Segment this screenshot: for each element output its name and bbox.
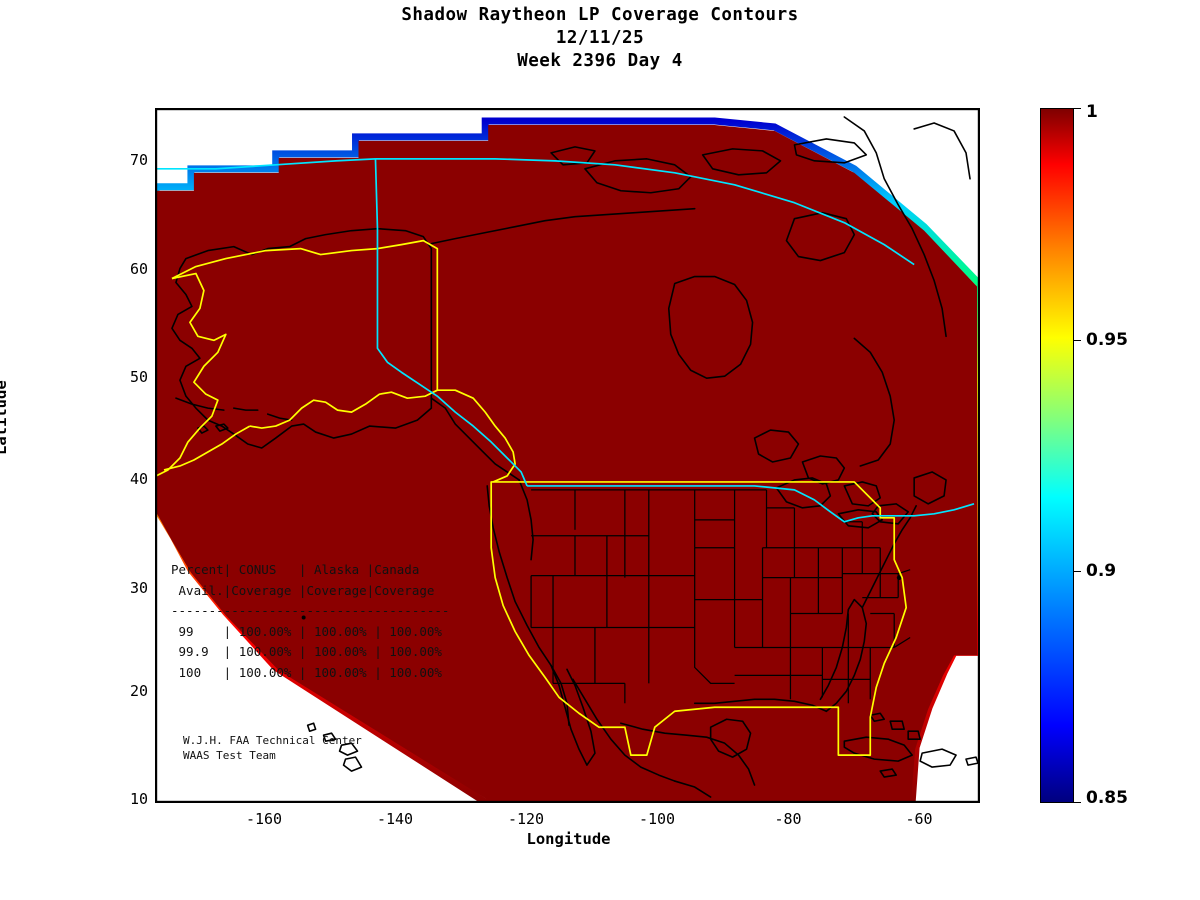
alaska-coverage-contour xyxy=(156,239,516,483)
colorbar-gradient xyxy=(1040,108,1074,803)
ytick-40: 40 xyxy=(129,470,148,488)
map-plot-area[interactable] xyxy=(155,108,980,803)
colorbar[interactable]: 1 0.95 0.9 0.85 xyxy=(1040,102,1128,808)
ytick-20: 20 xyxy=(129,682,148,700)
xtick-neg120: -120 xyxy=(507,810,545,828)
x-axis-label: Longitude xyxy=(526,830,611,848)
ytick-50: 50 xyxy=(129,368,148,386)
ytick-10: 10 xyxy=(129,790,148,808)
ytick-30: 30 xyxy=(129,579,148,597)
title-line-3: Week 2396 Day 4 xyxy=(517,51,683,71)
colorbar-tick-1 xyxy=(1074,108,1081,110)
colorbar-label-09: 0.9 xyxy=(1086,561,1117,581)
coastline-layer xyxy=(171,116,979,798)
colorbar-tick-085 xyxy=(1074,802,1081,804)
colorbar-tick-095 xyxy=(1074,340,1081,342)
xtick-neg140: -140 xyxy=(376,810,414,828)
xtick-neg100: -100 xyxy=(638,810,676,828)
ytick-70: 70 xyxy=(129,151,148,169)
ytick-60: 60 xyxy=(129,260,148,278)
conus-coverage-contour xyxy=(490,481,908,756)
colorbar-label-085: 0.85 xyxy=(1086,788,1128,808)
canada-coverage-contour xyxy=(156,158,975,523)
title-line-2: 12/11/25 xyxy=(555,28,645,48)
y-axis-label: Latitude xyxy=(0,380,10,455)
title-line-1: Shadow Raytheon LP Coverage Contours xyxy=(401,5,799,25)
colorbar-label-1: 1 xyxy=(1086,102,1098,122)
xtick-neg160: -160 xyxy=(245,810,283,828)
colorbar-tick-09 xyxy=(1074,571,1081,573)
page-title: Shadow Raytheon LP Coverage Contours 12/… xyxy=(0,4,1200,73)
colorbar-label-095: 0.95 xyxy=(1086,330,1128,350)
coverage-footprint xyxy=(156,124,978,801)
plot-border xyxy=(156,109,979,802)
coverage-map-svg xyxy=(156,109,979,802)
xtick-neg80: -80 xyxy=(774,810,802,828)
state-borders-layer xyxy=(530,489,911,704)
xtick-neg60: -60 xyxy=(905,810,933,828)
